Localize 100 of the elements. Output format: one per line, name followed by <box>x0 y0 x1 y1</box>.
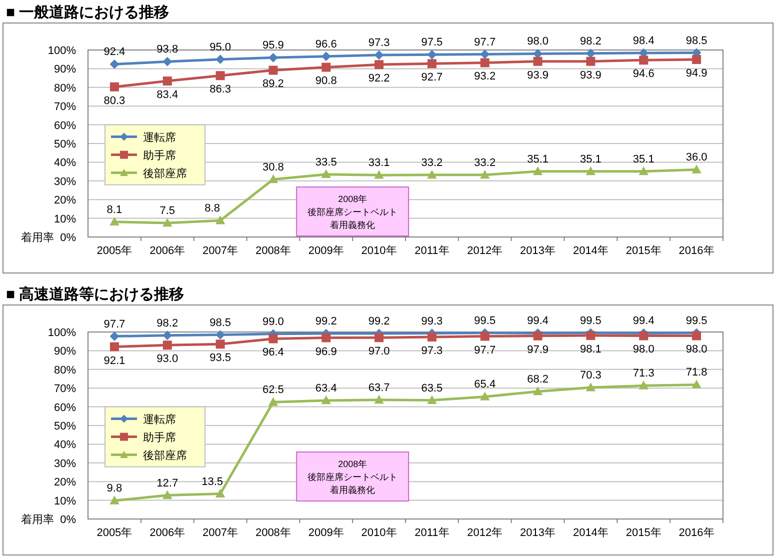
data-label: 71.3 <box>632 368 654 380</box>
x-tick-label: 2008年 <box>255 245 291 257</box>
point <box>268 174 278 184</box>
data-label: 9.8 <box>106 482 122 495</box>
point <box>374 170 384 179</box>
legend-label: 後部座席 <box>143 166 187 180</box>
point <box>268 53 278 62</box>
data-label: 92.2 <box>368 72 390 85</box>
point <box>110 332 119 341</box>
y-axis-title: 着用率 <box>21 231 54 244</box>
point <box>216 489 225 498</box>
x-tick-label: 2006年 <box>150 527 186 539</box>
point <box>480 392 490 400</box>
point <box>322 52 331 61</box>
point <box>322 396 331 404</box>
x-tick-label: 2006年 <box>150 245 186 257</box>
data-label: 36.0 <box>686 152 708 164</box>
data-label: 92.4 <box>104 46 126 58</box>
data-label: 98.0 <box>632 344 654 356</box>
point <box>216 340 225 349</box>
y-tick-label: 60% <box>54 120 76 132</box>
annotation: 着用義務化 <box>330 220 376 230</box>
point <box>480 58 490 68</box>
x-tick-label: 2013年 <box>520 245 556 257</box>
data-label: 89.2 <box>262 78 284 90</box>
point <box>110 217 119 226</box>
y-axis-title: 着用率 <box>21 513 54 526</box>
point <box>110 60 119 69</box>
y-tick-label: 90% <box>54 346 76 358</box>
data-label: 97.5 <box>421 36 443 49</box>
data-label: 96.4 <box>262 346 284 359</box>
data-label: 95.0 <box>210 41 232 54</box>
data-label: 33.2 <box>421 156 443 169</box>
point <box>427 50 436 60</box>
x-tick-label: 2011年 <box>414 245 450 257</box>
point <box>216 71 225 80</box>
y-tick-label: 100% <box>48 327 76 339</box>
data-label: 97.0 <box>368 346 390 358</box>
data-label: 97.3 <box>421 345 443 358</box>
chart-title: ■ 高速道路等における推移 <box>6 285 184 303</box>
data-label: 62.5 <box>262 384 284 396</box>
data-label: 35.1 <box>632 153 654 166</box>
data-label: 92.1 <box>104 354 126 367</box>
x-tick-label: 2011年 <box>414 527 450 539</box>
data-label: 98.2 <box>156 317 178 330</box>
annotation: 後部座席シートベルト <box>308 472 398 482</box>
x-tick-label: 2009年 <box>308 245 344 257</box>
x-tick-label: 2016年 <box>678 527 714 539</box>
y-tick-label: 100% <box>48 45 76 57</box>
y-tick-label: 30% <box>54 176 76 188</box>
point <box>639 166 648 176</box>
point <box>268 334 278 344</box>
annotation: 着用義務化 <box>330 485 376 495</box>
point <box>480 170 490 179</box>
point <box>374 333 384 342</box>
point <box>586 48 596 58</box>
y-tick-label: 20% <box>54 194 76 207</box>
x-tick-label: 2014年 <box>572 527 608 539</box>
y-tick-label: 40% <box>54 439 76 452</box>
data-label: 97.7 <box>474 36 496 48</box>
x-tick-label: 2005年 <box>96 245 132 257</box>
point <box>216 54 225 64</box>
y-tick-label: 60% <box>54 402 76 414</box>
x-tick-label: 2012年 <box>467 527 503 539</box>
point <box>692 331 702 340</box>
annotation: 後部座席シートベルト <box>308 207 398 217</box>
data-label: 33.1 <box>368 157 390 170</box>
point <box>162 76 172 86</box>
point <box>110 82 119 92</box>
legend-label: 助手席 <box>143 148 176 162</box>
point <box>374 395 384 404</box>
data-label: 93.9 <box>527 69 549 82</box>
legend-label: 助手席 <box>143 430 176 444</box>
point <box>533 386 542 396</box>
point <box>322 62 331 72</box>
point <box>427 396 436 404</box>
point <box>533 331 542 340</box>
data-label: 90.8 <box>315 75 337 88</box>
data-label: 93.2 <box>474 70 496 83</box>
data-label: 98.5 <box>686 34 708 47</box>
data-label: 13.5 <box>202 476 224 488</box>
data-label: 93.8 <box>156 44 178 56</box>
data-label: 70.3 <box>580 370 602 382</box>
x-tick-label: 2016年 <box>678 245 714 257</box>
x-tick-label: 2009年 <box>308 527 344 539</box>
data-label: 71.8 <box>686 366 708 379</box>
note: 2008年 後部座席シートベルト 着用義務化 <box>296 186 410 236</box>
point <box>427 170 436 179</box>
y-tick-label: 0% <box>60 232 76 244</box>
data-label: 98.4 <box>632 34 654 47</box>
data-label: 33.2 <box>474 156 496 169</box>
x-tick-label: 2007年 <box>202 527 238 539</box>
point <box>216 330 225 340</box>
point <box>533 56 542 66</box>
point <box>639 331 648 340</box>
y-tick-label: 80% <box>54 364 76 376</box>
y-tick-label: 10% <box>54 495 76 508</box>
data-label: 98.2 <box>580 35 602 48</box>
point <box>322 333 331 342</box>
data-label: 93.5 <box>210 352 232 364</box>
